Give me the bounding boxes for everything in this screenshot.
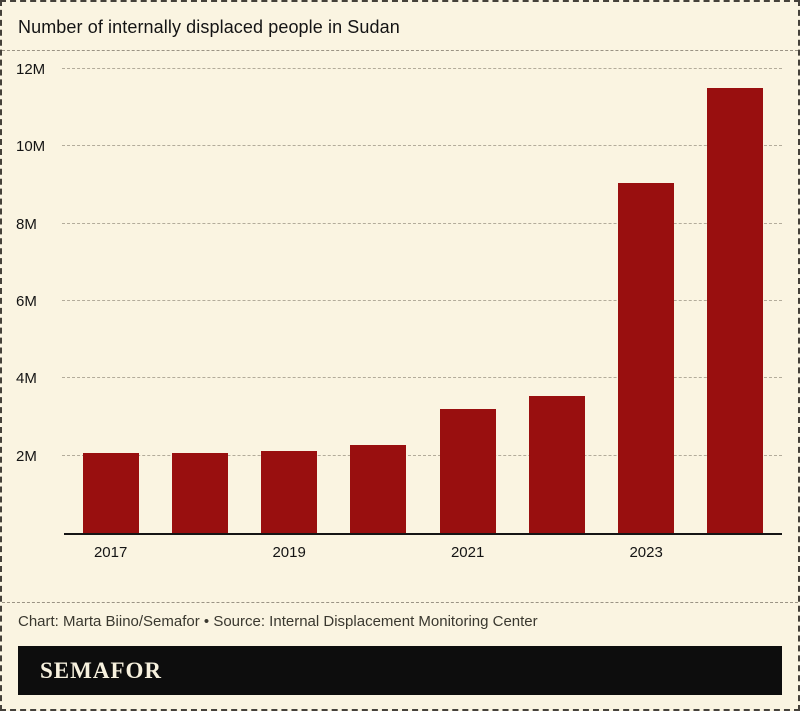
x-tick-label-2022 <box>512 544 601 561</box>
plot-area: 2M 4M 6M 8M 10M 12M <box>16 62 782 535</box>
bar-2018 <box>171 452 228 533</box>
brand-bar: SEMAFOR <box>18 646 782 695</box>
bar-2017 <box>82 452 139 533</box>
bar-slot-2020 <box>334 69 423 533</box>
x-tick-label-2018 <box>155 544 244 561</box>
gridline-8M: 8M <box>16 217 782 232</box>
bar-slot-2024 <box>691 69 780 533</box>
x-axis-labels: 2017 2019 2021 2023 <box>64 535 782 561</box>
x-tick-label-2019: 2019 <box>272 544 306 561</box>
gridline-10M: 10M <box>16 139 782 154</box>
x-tick-label-2023: 2023 <box>629 544 663 561</box>
title-bar: Number of internally displaced people in… <box>2 2 798 51</box>
y-tick-label: 12M <box>16 61 46 78</box>
gridline-4M: 4M <box>16 371 782 386</box>
chart: 2M 4M 6M 8M 10M 12M 2017 2019 2021 2023 <box>2 51 798 561</box>
bar-2024 <box>707 88 764 533</box>
bar-slot-2022 <box>512 69 601 533</box>
bar-2021 <box>439 409 496 533</box>
bars-row <box>64 69 782 533</box>
bar-2023 <box>618 183 675 533</box>
y-tick-label: 10M <box>16 138 46 156</box>
spacer <box>2 561 798 602</box>
credit-line: Chart: Marta Biino/Semafor • Source: Int… <box>2 602 798 640</box>
x-tick-label-2024 <box>691 544 780 561</box>
bar-2022 <box>528 395 585 533</box>
y-tick-label: 8M <box>16 215 37 233</box>
bar-slot-2021 <box>423 69 512 533</box>
x-tick-label-2020 <box>334 544 423 561</box>
bar-2019 <box>261 450 318 533</box>
gridline-2M: 2M <box>16 449 782 464</box>
semafor-wordmark: SEMAFOR <box>40 657 162 683</box>
x-tick-label-2017: 2017 <box>93 544 128 561</box>
y-tick-label: 2M <box>16 447 37 465</box>
bar-slot-2018 <box>155 69 244 533</box>
bar-slot-2017 <box>66 69 155 533</box>
gridline-12M: 12M <box>16 62 782 77</box>
bar-slot-2023 <box>602 69 691 533</box>
y-tick-label: 4M <box>16 370 37 388</box>
y-tick-label: 6M <box>16 293 37 310</box>
x-tick-label-2021: 2021 <box>450 544 485 561</box>
chart-title: Number of internally displaced people in… <box>18 17 400 37</box>
bar-slot-2019 <box>245 69 334 533</box>
bar-2020 <box>350 444 407 533</box>
gridline-6M: 6M <box>16 294 782 309</box>
